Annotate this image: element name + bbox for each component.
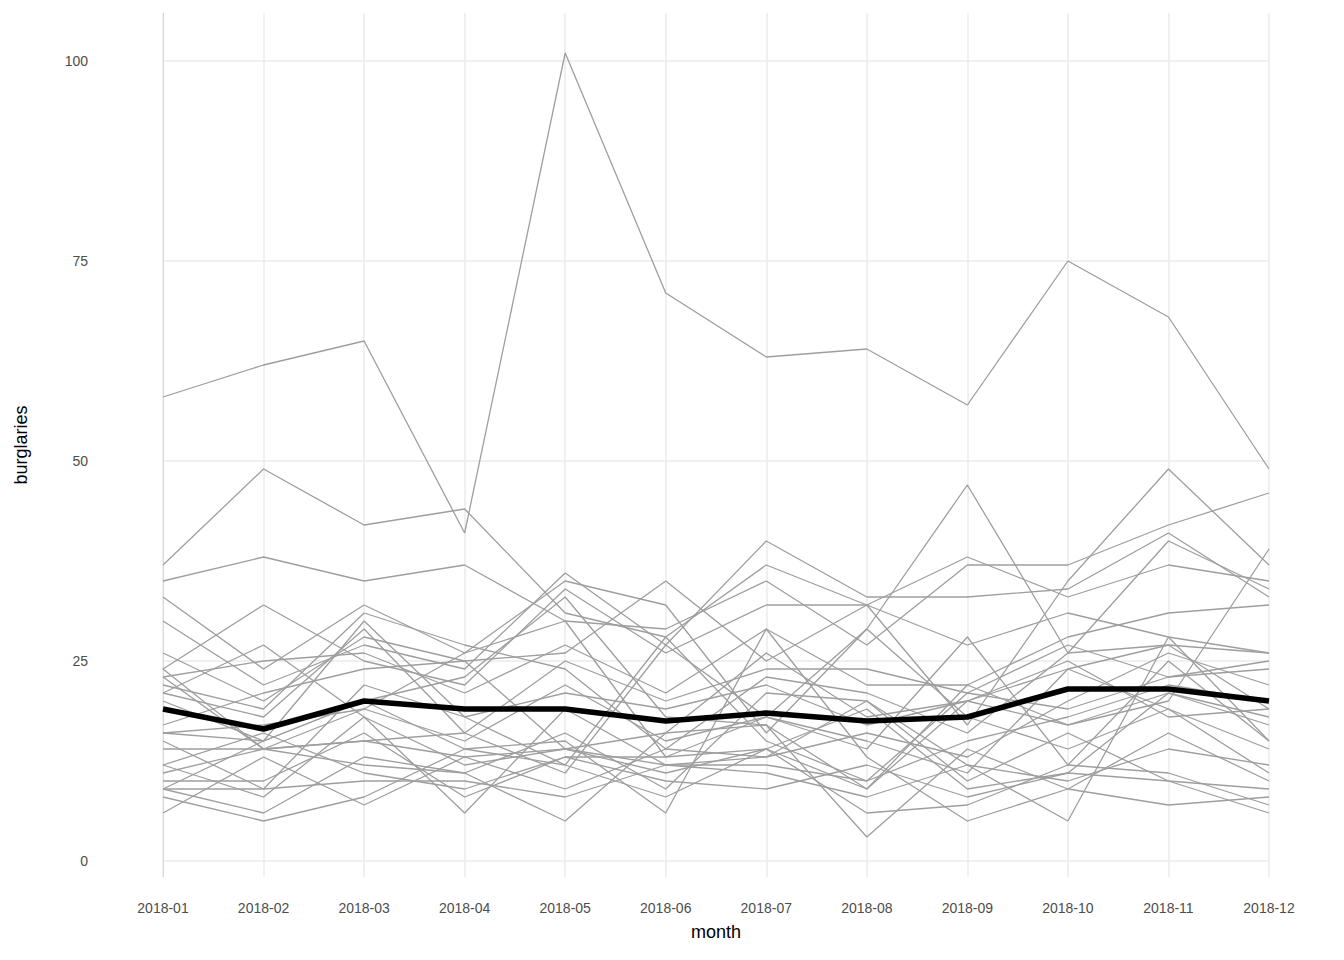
svg-text:25: 25: [72, 653, 88, 669]
svg-text:2018-12: 2018-12: [1243, 900, 1295, 916]
svg-text:2018-01: 2018-01: [137, 900, 189, 916]
svg-text:burglaries: burglaries: [11, 405, 31, 484]
svg-text:2018-05: 2018-05: [539, 900, 591, 916]
svg-text:2018-09: 2018-09: [942, 900, 994, 916]
svg-text:75: 75: [72, 253, 88, 269]
svg-text:100: 100: [65, 53, 89, 69]
svg-text:2018-10: 2018-10: [1042, 900, 1094, 916]
svg-text:2018-07: 2018-07: [741, 900, 793, 916]
svg-text:50: 50: [72, 453, 88, 469]
svg-text:0: 0: [80, 853, 88, 869]
svg-text:2018-08: 2018-08: [841, 900, 893, 916]
svg-text:2018-06: 2018-06: [640, 900, 692, 916]
svg-text:2018-04: 2018-04: [439, 900, 491, 916]
svg-text:2018-11: 2018-11: [1143, 900, 1194, 916]
svg-text:2018-03: 2018-03: [338, 900, 390, 916]
svg-text:month: month: [691, 922, 741, 942]
svg-text:2018-02: 2018-02: [238, 900, 290, 916]
